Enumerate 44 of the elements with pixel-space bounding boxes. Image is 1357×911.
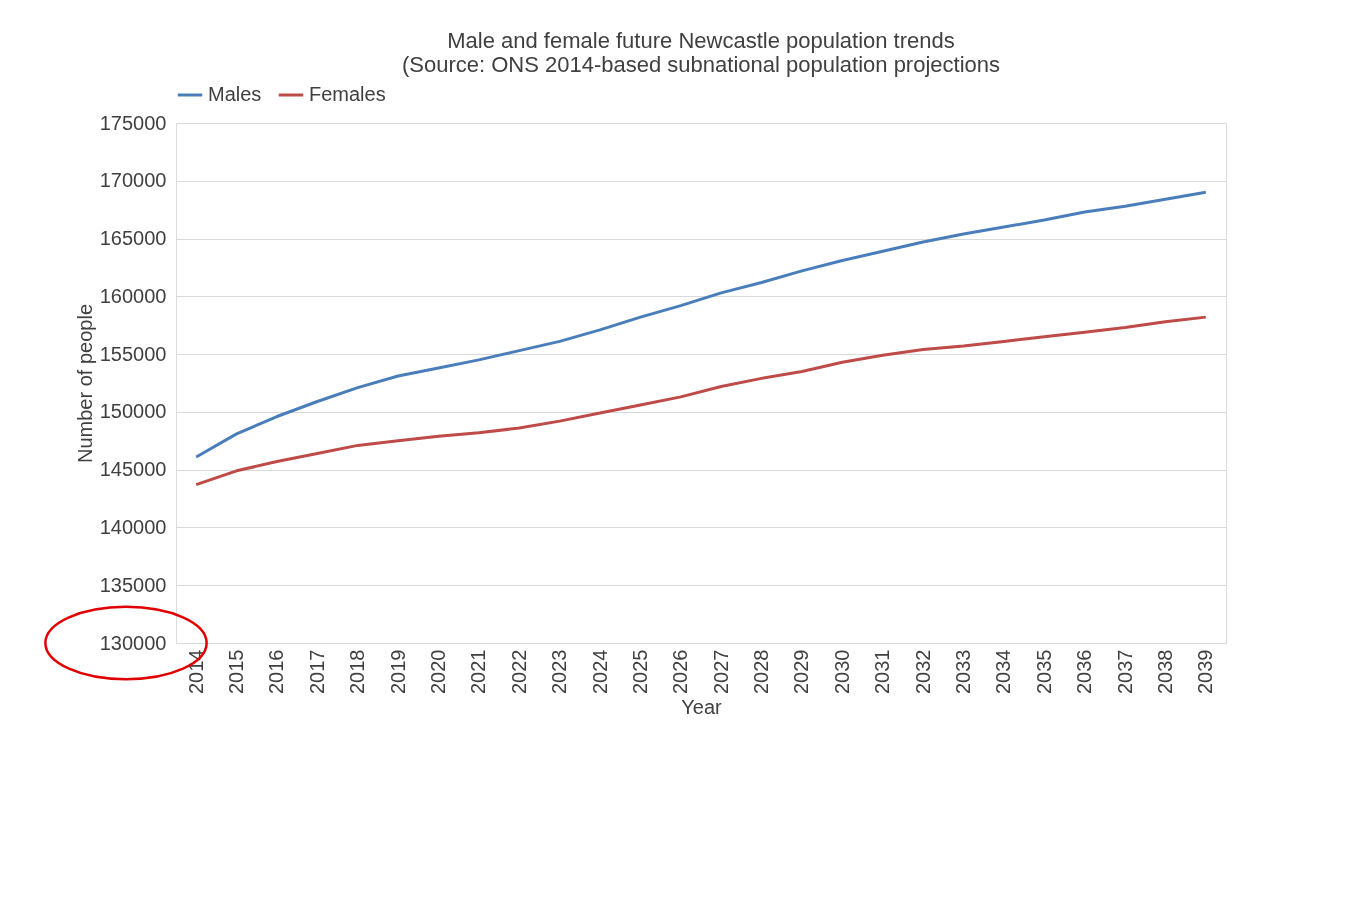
x-tick-label: 2029 (790, 649, 813, 694)
y-tick-label: 145000 (99, 458, 167, 481)
y-tick-label: 175000 (99, 111, 167, 134)
line-series (194, 190, 1208, 459)
x-tick-label: 2032 (911, 649, 934, 694)
x-tick-label: 2024 (588, 649, 611, 694)
x-tick-label: 2038 (1153, 649, 1176, 694)
y-tick-label: 150000 (99, 400, 167, 423)
legend-label: Females (309, 83, 386, 105)
x-tick-label: 2023 (548, 649, 571, 694)
y-tick-label: 165000 (99, 227, 167, 250)
text: Male and female future Newcastle population trends (447, 28, 955, 53)
y-tick-label: 140000 (99, 515, 167, 538)
x-tick-label: 2017 (305, 649, 328, 694)
x-tick-label: 2035 (1032, 649, 1055, 694)
x-tick-label: 2037 (1113, 649, 1136, 694)
x-tick-label: 2028 (750, 649, 773, 694)
x-tick-label: 2022 (507, 649, 530, 694)
x-tick-label: 2034 (992, 649, 1015, 694)
x-tick-label: 2015 (225, 649, 248, 694)
y-axis-title: Number of people (73, 304, 96, 463)
x-tick-label: 2026 (669, 649, 692, 694)
x-tick-label: 2039 (1194, 649, 1217, 694)
x-tick-label: 2014 (184, 649, 207, 694)
x-tick-label: 2031 (871, 649, 894, 694)
y-tick-label: 135000 (99, 573, 167, 596)
line-series (194, 315, 1208, 487)
x-tick-label: 2033 (952, 649, 974, 694)
x-tick-label: 2036 (1073, 649, 1096, 694)
x-tick-label: 2025 (628, 649, 651, 694)
y-tick-label: 160000 (99, 284, 167, 307)
x-tick-label: 2030 (830, 649, 853, 694)
y-tick-label: 130000 (99, 631, 167, 654)
y-tick-label: 155000 (99, 342, 167, 365)
x-tick-label: 2020 (427, 649, 449, 694)
text: (Source: ONS 2014-based subnational population projections (401, 52, 1001, 77)
x-axis-title: Year (681, 695, 723, 718)
x-tick-label: 2027 (709, 649, 732, 694)
legend-label: Males (208, 83, 262, 105)
y-tick-label: 170000 (99, 169, 167, 192)
x-tick-label: 2019 (386, 649, 409, 694)
x-tick-label: 2018 (346, 649, 369, 694)
x-tick-label: 2016 (265, 649, 288, 694)
x-tick-label: 2021 (467, 649, 490, 694)
